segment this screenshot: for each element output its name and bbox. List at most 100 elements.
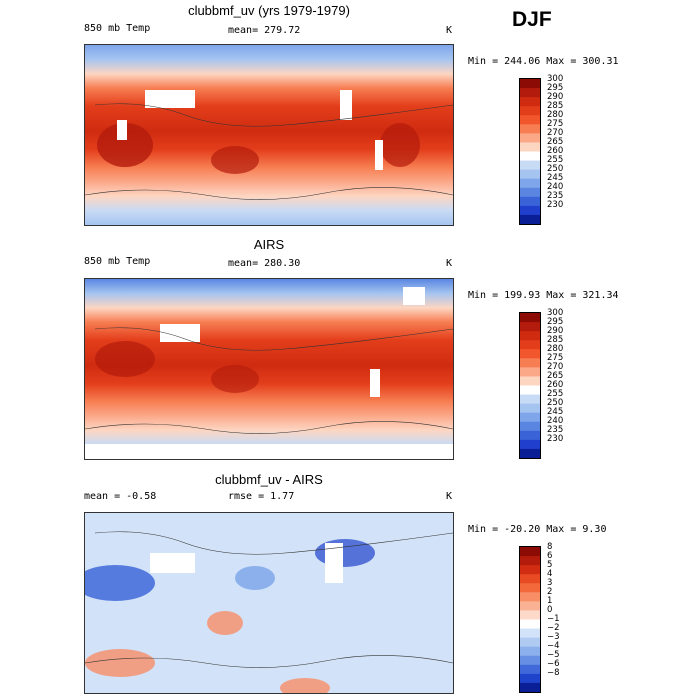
colorbar-tick-label: 265 xyxy=(547,137,564,147)
colorbar-tick-label: 235 xyxy=(547,425,564,436)
colorbar-tick-label: 270 xyxy=(547,127,564,138)
colorbar-swatch xyxy=(520,574,540,584)
colorbar-swatch xyxy=(520,664,540,675)
colorbar-tick-label: −3 xyxy=(547,632,560,643)
colorbar-swatch xyxy=(520,610,540,620)
colorbar-tick-label: 230 xyxy=(547,200,564,211)
panel2-units-label: K xyxy=(446,258,453,269)
panel3-colorbar-swatches xyxy=(520,547,540,692)
colorbar-swatch xyxy=(520,403,540,414)
colorbar-swatch xyxy=(520,142,540,152)
colorbar-tick-label: 290 xyxy=(547,91,564,102)
panel2-colorbar xyxy=(519,312,541,459)
colorbar-swatch xyxy=(520,79,540,89)
colorbar-swatch xyxy=(520,358,540,368)
colorbar-tick-label: 280 xyxy=(547,109,564,120)
colorbar-swatch xyxy=(520,313,540,323)
panel3-field xyxy=(85,513,453,693)
colorbar-tick-label: 240 xyxy=(547,182,564,193)
colorbar-tick-label: 6 xyxy=(547,550,553,561)
colorbar-tick-label: 8 xyxy=(547,541,553,552)
colorbar-swatch xyxy=(520,412,540,423)
colorbar-tick-label: 250 xyxy=(547,398,564,409)
colorbar-swatch xyxy=(520,421,540,432)
colorbar-swatch xyxy=(520,619,540,630)
colorbar-tick-label: 300 xyxy=(547,73,564,84)
colorbar-tick-label: 240 xyxy=(547,416,564,427)
panel3-units-label: K xyxy=(446,491,453,502)
panel1-colorbar-swatches xyxy=(520,79,540,224)
colorbar-swatch xyxy=(520,151,540,162)
colorbar-swatch xyxy=(520,637,540,648)
colorbar-tick-label: 295 xyxy=(547,82,564,93)
colorbar-swatch xyxy=(520,88,540,98)
colorbar-tick-label: −5 xyxy=(547,650,560,661)
colorbar-swatch xyxy=(520,196,540,207)
panel3-rmse-label: rmse = 1.77 xyxy=(228,491,295,502)
colorbar-tick-label: 285 xyxy=(547,334,564,345)
panel2-map xyxy=(84,278,454,460)
colorbar-swatch xyxy=(520,331,540,341)
colorbar-tick-label: 260 xyxy=(547,146,564,157)
colorbar-swatch xyxy=(520,592,540,602)
colorbar-swatch xyxy=(520,340,540,350)
panel2-mean-label: mean= 280.30 xyxy=(228,258,301,269)
colorbar-swatch xyxy=(520,556,540,566)
colorbar-swatch xyxy=(520,169,540,180)
colorbar-tick-label: 3 xyxy=(547,577,553,588)
panel3-minmax: Min = -20.20 Max = 9.30 xyxy=(468,524,607,535)
panel1-field xyxy=(85,45,453,225)
colorbar-swatch xyxy=(520,565,540,575)
panel3-mean-label: mean = -0.58 xyxy=(84,491,157,502)
colorbar-tick-label: 235 xyxy=(547,191,564,202)
panel2-title: AIRS xyxy=(253,237,285,252)
panel3-title: clubbmf_uv - AIRS xyxy=(215,472,323,487)
colorbar-swatch xyxy=(520,133,540,143)
colorbar-swatch xyxy=(520,106,540,116)
colorbar-tick-label: 245 xyxy=(547,407,564,418)
colorbar-swatch xyxy=(520,394,540,405)
colorbar-tick-label: 245 xyxy=(547,173,564,184)
colorbar-swatch xyxy=(520,376,540,386)
colorbar-tick-label: 1 xyxy=(547,595,553,606)
colorbar-tick-label: 300 xyxy=(547,307,564,318)
colorbar-swatch xyxy=(520,448,540,458)
colorbar-swatch xyxy=(520,322,540,332)
colorbar-tick-label: 255 xyxy=(547,389,564,400)
colorbar-swatch xyxy=(520,214,540,224)
colorbar-tick-label: 285 xyxy=(547,100,564,111)
colorbar-swatch xyxy=(520,682,540,692)
colorbar-swatch xyxy=(520,655,540,666)
colorbar-tick-label: 5 xyxy=(547,559,553,570)
panel2-colorbar-swatches xyxy=(520,313,540,458)
colorbar-swatch xyxy=(520,439,540,450)
colorbar-swatch xyxy=(520,178,540,189)
panel2-minmax: Min = 199.93 Max = 321.34 xyxy=(468,290,619,301)
colorbar-tick-label: 250 xyxy=(547,164,564,175)
colorbar-swatch xyxy=(520,385,540,396)
colorbar-tick-label: 260 xyxy=(547,380,564,391)
season-label: DJF xyxy=(512,8,552,31)
colorbar-tick-label: 0 xyxy=(547,605,553,615)
colorbar-tick-label: 270 xyxy=(547,361,564,372)
colorbar-tick-label: 290 xyxy=(547,325,564,336)
colorbar-swatch xyxy=(520,673,540,684)
panel3-map xyxy=(84,512,454,694)
colorbar-tick-label: 2 xyxy=(547,586,553,597)
colorbar-swatch xyxy=(520,628,540,639)
panel1-minmax: Min = 244.06 Max = 300.31 xyxy=(468,56,619,67)
colorbar-swatch xyxy=(520,430,540,441)
panel3-colorbar xyxy=(519,546,541,693)
colorbar-swatch xyxy=(520,601,540,611)
panel1-title: clubbmf_uv (yrs 1979-1979) xyxy=(188,3,350,18)
colorbar-tick-label: 4 xyxy=(547,568,553,579)
panel2-field xyxy=(85,279,453,459)
colorbar-swatch xyxy=(520,583,540,593)
colorbar-tick-label: 255 xyxy=(547,155,564,166)
colorbar-tick-label: −8 xyxy=(547,668,560,679)
panel1-map xyxy=(84,44,454,226)
colorbar-tick-label: −6 xyxy=(547,659,560,670)
colorbar-tick-label: 230 xyxy=(547,434,564,445)
colorbar-tick-label: 275 xyxy=(547,118,564,129)
panel1-variable-label: 850 mb Temp xyxy=(84,23,151,34)
